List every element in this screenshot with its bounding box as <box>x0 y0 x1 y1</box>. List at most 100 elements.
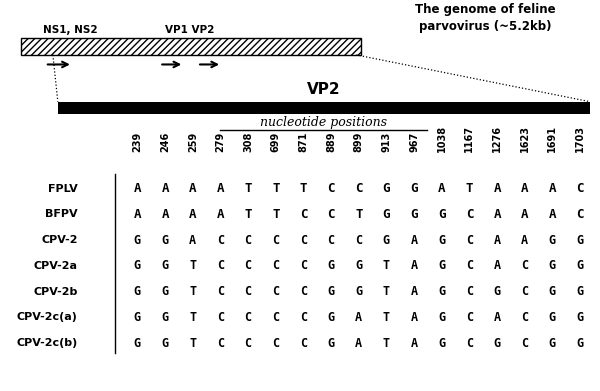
Text: C: C <box>300 234 307 247</box>
Text: G: G <box>410 208 418 221</box>
Text: 1167: 1167 <box>464 125 475 152</box>
Text: 1703: 1703 <box>575 125 585 152</box>
Text: CPV-2c(b): CPV-2c(b) <box>16 338 78 348</box>
Text: VP2: VP2 <box>307 82 341 97</box>
Text: FPLV: FPLV <box>48 184 78 194</box>
Text: G: G <box>328 311 335 324</box>
Text: G: G <box>549 311 556 324</box>
Text: NS1, NS2: NS1, NS2 <box>43 25 98 35</box>
Text: T: T <box>189 337 196 350</box>
Text: A: A <box>494 234 500 247</box>
Text: C: C <box>466 208 473 221</box>
Text: 913: 913 <box>382 132 391 152</box>
Text: C: C <box>521 311 529 324</box>
Text: VP1 VP2: VP1 VP2 <box>166 25 215 35</box>
Text: C: C <box>245 259 251 273</box>
Text: 1623: 1623 <box>520 125 530 152</box>
Text: nucleotide positions: nucleotide positions <box>260 117 387 129</box>
Text: C: C <box>217 285 224 298</box>
Text: T: T <box>466 182 473 195</box>
Text: CPV-2a: CPV-2a <box>34 261 78 271</box>
Text: T: T <box>272 182 280 195</box>
Text: G: G <box>577 234 584 247</box>
Text: C: C <box>466 285 473 298</box>
Text: C: C <box>328 234 335 247</box>
Text: 1276: 1276 <box>492 125 502 152</box>
Text: T: T <box>383 285 390 298</box>
Text: T: T <box>355 208 362 221</box>
Text: A: A <box>521 182 529 195</box>
Text: A: A <box>494 311 500 324</box>
Text: 1691: 1691 <box>547 125 557 152</box>
Text: 308: 308 <box>243 132 253 152</box>
Text: G: G <box>161 311 169 324</box>
Text: CPV-2: CPV-2 <box>41 235 78 245</box>
Text: C: C <box>466 311 473 324</box>
Text: G: G <box>355 259 362 273</box>
Text: G: G <box>328 337 335 350</box>
Text: A: A <box>521 208 529 221</box>
Text: A: A <box>410 311 418 324</box>
Text: A: A <box>189 208 197 221</box>
Text: G: G <box>549 234 556 247</box>
Text: A: A <box>134 208 141 221</box>
Text: C: C <box>272 234 280 247</box>
Text: CPV-2b: CPV-2b <box>34 287 78 297</box>
Text: G: G <box>549 337 556 350</box>
Text: CPV-2c(a): CPV-2c(a) <box>17 312 78 323</box>
Text: G: G <box>577 285 584 298</box>
Text: C: C <box>217 337 224 350</box>
Text: C: C <box>272 337 280 350</box>
Text: A: A <box>217 182 224 195</box>
Text: T: T <box>244 182 252 195</box>
Text: C: C <box>355 234 362 247</box>
Text: C: C <box>355 182 362 195</box>
Text: A: A <box>548 208 556 221</box>
Text: 871: 871 <box>298 132 308 152</box>
Text: G: G <box>355 285 362 298</box>
Text: G: G <box>577 259 584 273</box>
Text: 279: 279 <box>215 132 226 152</box>
Text: G: G <box>328 259 335 273</box>
Text: T: T <box>272 208 280 221</box>
Text: C: C <box>245 234 251 247</box>
Text: G: G <box>549 259 556 273</box>
Text: T: T <box>189 285 196 298</box>
Text: C: C <box>300 337 307 350</box>
Text: A: A <box>410 234 418 247</box>
Text: A: A <box>493 182 501 195</box>
Text: A: A <box>493 208 501 221</box>
Text: T: T <box>299 182 307 195</box>
Text: T: T <box>383 337 390 350</box>
Text: A: A <box>521 234 529 247</box>
Text: G: G <box>161 259 169 273</box>
Text: C: C <box>300 285 307 298</box>
Text: G: G <box>161 285 169 298</box>
Text: C: C <box>466 234 473 247</box>
Text: G: G <box>134 259 141 273</box>
Text: A: A <box>134 182 141 195</box>
Text: 239: 239 <box>133 132 142 152</box>
Text: G: G <box>438 337 445 350</box>
Text: G: G <box>134 285 141 298</box>
Text: C: C <box>272 311 280 324</box>
Text: C: C <box>521 337 529 350</box>
Text: T: T <box>383 259 390 273</box>
Text: G: G <box>577 311 584 324</box>
Text: C: C <box>217 234 224 247</box>
Text: A: A <box>189 234 196 247</box>
Text: C: C <box>466 259 473 273</box>
Text: G: G <box>438 311 445 324</box>
Text: G: G <box>134 311 141 324</box>
Text: G: G <box>328 285 335 298</box>
Text: 899: 899 <box>354 132 364 152</box>
Text: G: G <box>549 285 556 298</box>
Text: G: G <box>134 337 141 350</box>
Text: A: A <box>494 259 500 273</box>
Text: 889: 889 <box>326 132 336 152</box>
Text: G: G <box>161 234 169 247</box>
Text: G: G <box>383 208 390 221</box>
Text: G: G <box>134 234 141 247</box>
Text: C: C <box>577 208 584 221</box>
Text: 699: 699 <box>271 132 281 152</box>
